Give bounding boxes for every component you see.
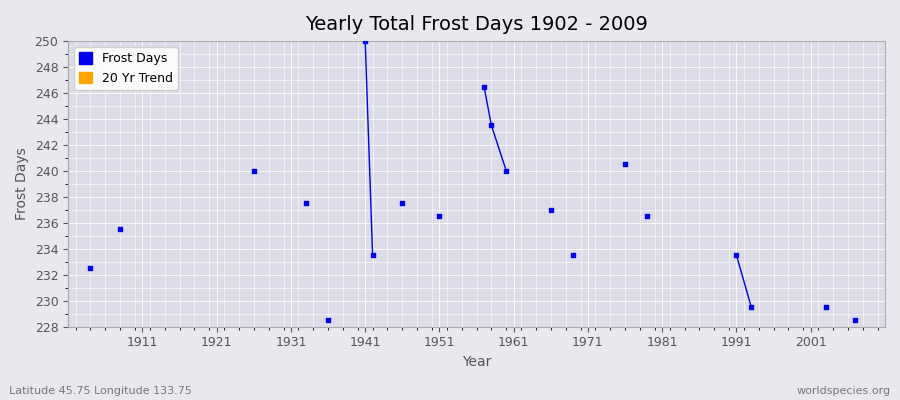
Point <box>477 83 491 90</box>
Point <box>358 38 373 44</box>
Text: Latitude 45.75 Longitude 133.75: Latitude 45.75 Longitude 133.75 <box>9 386 192 396</box>
Point <box>112 226 127 232</box>
Y-axis label: Frost Days: Frost Days <box>15 148 29 220</box>
Title: Yearly Total Frost Days 1902 - 2009: Yearly Total Frost Days 1902 - 2009 <box>305 15 648 34</box>
X-axis label: Year: Year <box>462 355 491 369</box>
Point <box>848 317 862 324</box>
Point <box>299 200 313 206</box>
Point <box>432 213 446 220</box>
Point <box>544 207 558 213</box>
Point <box>640 213 654 220</box>
Point <box>83 265 97 272</box>
Point <box>818 304 832 310</box>
Point <box>729 252 743 258</box>
Point <box>247 168 261 174</box>
Point <box>321 317 336 324</box>
Text: worldspecies.org: worldspecies.org <box>796 386 891 396</box>
Point <box>365 252 380 258</box>
Point <box>484 122 499 129</box>
Legend: Frost Days, 20 Yr Trend: Frost Days, 20 Yr Trend <box>75 47 178 90</box>
Point <box>500 168 514 174</box>
Point <box>744 304 759 310</box>
Point <box>566 252 580 258</box>
Point <box>395 200 410 206</box>
Point <box>618 161 633 168</box>
